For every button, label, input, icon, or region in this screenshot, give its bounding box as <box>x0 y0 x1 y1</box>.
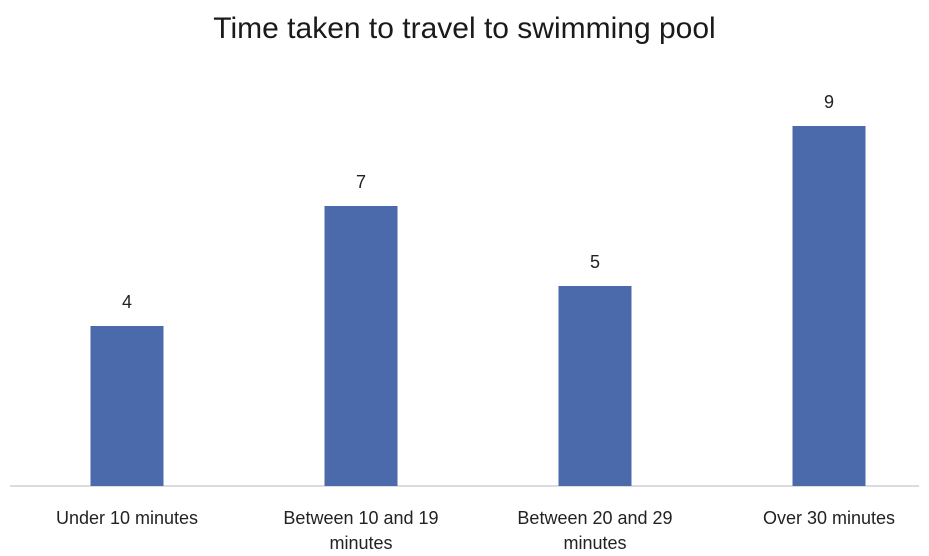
bars-group <box>90 126 866 486</box>
x-tick-label: Under 10 minutes <box>56 508 198 528</box>
data-labels-group: 4 7 5 9 <box>122 92 834 312</box>
chart-title: Time taken to travel to swimming pool <box>213 12 716 45</box>
x-tick-label: Between 10 and 19 minutes <box>283 508 438 553</box>
data-label: 9 <box>824 92 834 112</box>
data-label: 7 <box>356 172 366 192</box>
data-label: 4 <box>122 292 132 312</box>
x-tick-label: Between 20 and 29 minutes <box>517 508 672 553</box>
x-tick-labels-group: Under 10 minutes Between 10 and 19 minutes… <box>56 508 895 553</box>
bar <box>558 286 632 486</box>
x-tick-label: Over 30 minutes <box>763 508 895 528</box>
data-label: 5 <box>590 252 600 272</box>
bar <box>792 126 866 486</box>
bar <box>324 206 398 486</box>
bar <box>90 326 164 486</box>
